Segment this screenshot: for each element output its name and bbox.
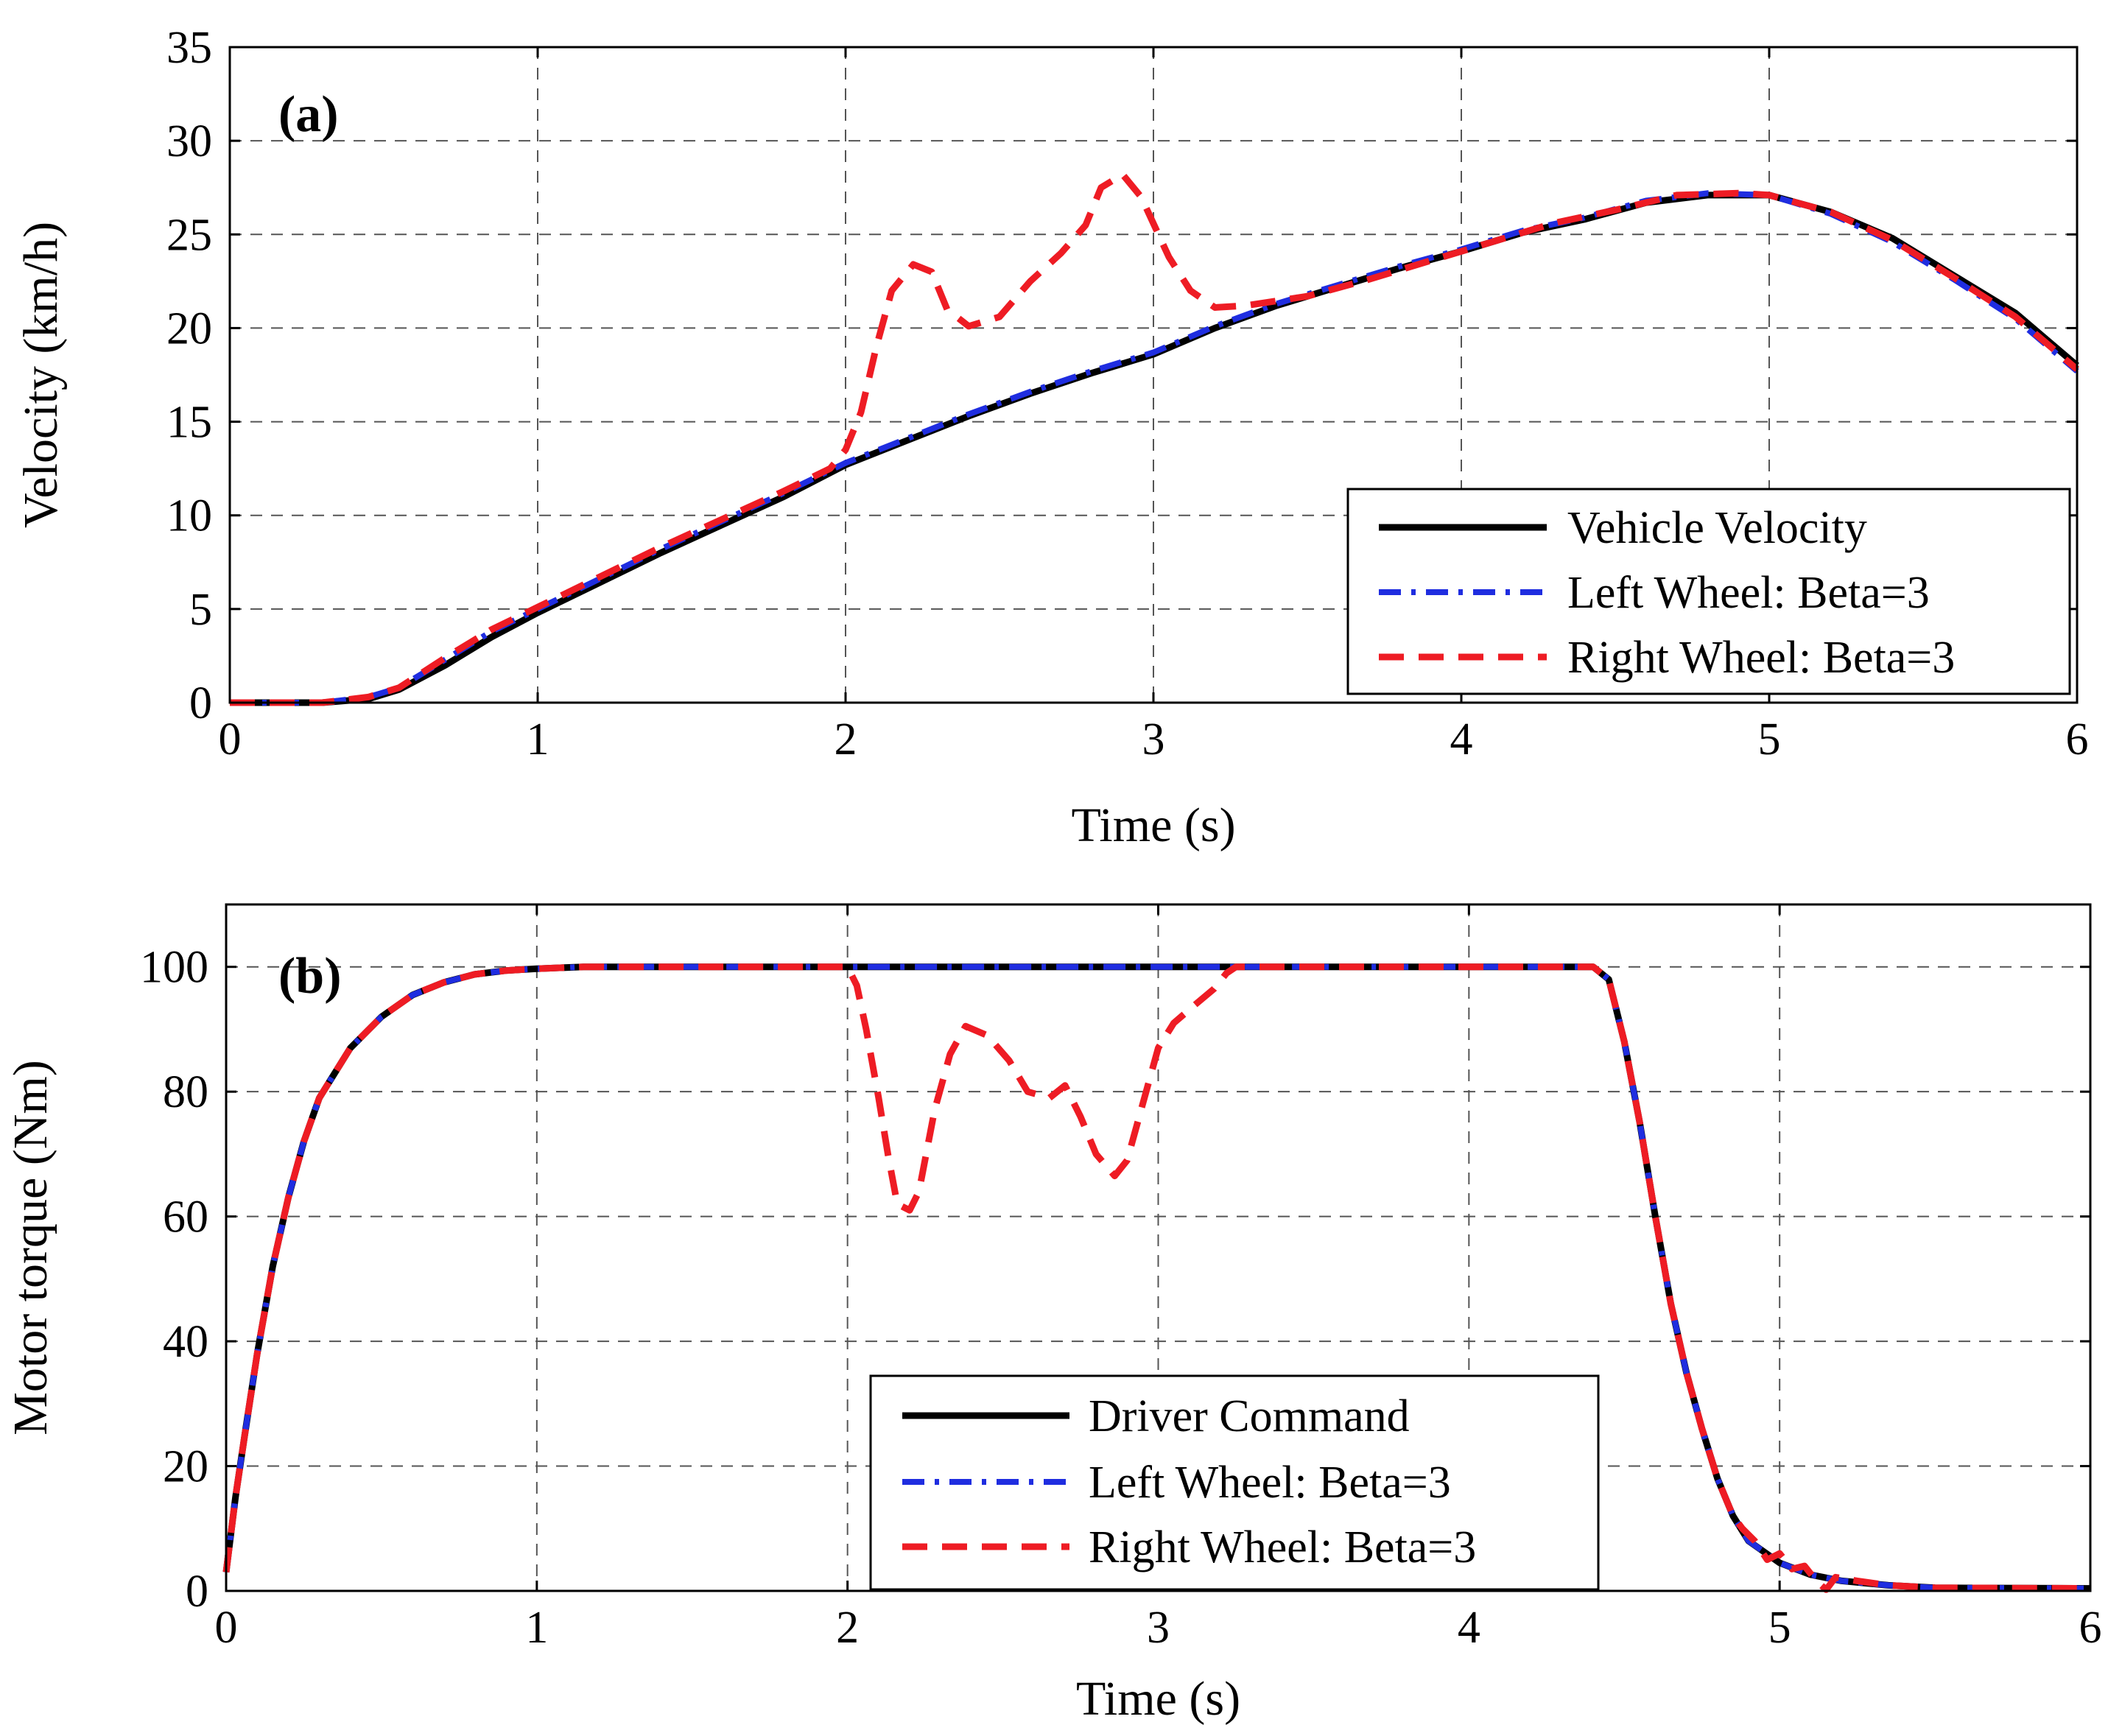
panel-a-legend: Vehicle Velocity Left Wheel: Beta=3 Righ… bbox=[1346, 488, 2071, 695]
panel-b-label: (b) bbox=[278, 948, 342, 1005]
x-tick-label-3: 3 bbox=[1147, 1603, 1170, 1653]
y-tick-label-40: 40 bbox=[163, 1317, 208, 1367]
y-tick-label-20: 20 bbox=[163, 1442, 208, 1492]
panel-a-y-axis-label: Velocity (km/h) bbox=[14, 222, 68, 528]
panel-b-x-axis-label: Time (s) bbox=[1076, 1672, 1240, 1726]
series-line-right-wheel-beta-3 bbox=[222, 963, 2091, 1593]
y-tick-label-0: 0 bbox=[186, 1567, 208, 1617]
x-tick-label-1: 1 bbox=[525, 1603, 548, 1653]
panel-b-legend-text-driver-command: Driver Command bbox=[1089, 1391, 1410, 1441]
x-tick-label-6: 6 bbox=[2066, 714, 2089, 765]
x-tick-label-0: 0 bbox=[215, 1603, 238, 1653]
x-tick-label-0: 0 bbox=[219, 714, 242, 765]
x-tick-label-4: 4 bbox=[1450, 714, 1473, 765]
x-tick-label-2: 2 bbox=[836, 1603, 859, 1653]
y-tick-label-25: 25 bbox=[166, 210, 212, 260]
panel-b-legend: Driver Command Left Wheel: Beta=3 Right … bbox=[869, 1374, 1600, 1591]
x-tick-label-5: 5 bbox=[1768, 1603, 1791, 1653]
y-tick-label-100: 100 bbox=[140, 943, 208, 993]
x-tick-label-6: 6 bbox=[2079, 1603, 2102, 1653]
y-tick-label-0: 0 bbox=[189, 678, 212, 728]
x-tick-label-4: 4 bbox=[1458, 1603, 1480, 1653]
y-tick-label-5: 5 bbox=[189, 585, 212, 635]
panel-a-x-axis-label: Time (s) bbox=[1071, 798, 1235, 852]
y-tick-label-35: 35 bbox=[166, 23, 212, 73]
panel-a-legend-text-left-wheel: Left Wheel: Beta=3 bbox=[1567, 568, 1930, 618]
y-tick-label-15: 15 bbox=[166, 398, 212, 448]
panel-b-legend-box bbox=[869, 1374, 1600, 1591]
panel-a-legend-text-right-wheel: Right Wheel: Beta=3 bbox=[1567, 633, 1955, 683]
panel-a-series bbox=[230, 171, 2079, 706]
panel-a-label: (a) bbox=[278, 86, 339, 143]
panel-a-ticks: 0 1 2 3 4 5 6 0 5 10 15 20 25 30 35 bbox=[166, 23, 2089, 765]
panel-a-velocity-chart: 0 1 2 3 4 5 6 0 5 10 15 20 25 30 35 (a) Time (s) Veloc… bbox=[14, 23, 2088, 852]
panel-b-legend-text-left-wheel: Left Wheel: Beta=3 bbox=[1089, 1458, 1451, 1508]
x-tick-label-2: 2 bbox=[835, 714, 857, 765]
y-tick-label-80: 80 bbox=[163, 1067, 208, 1117]
panel-b-grid bbox=[226, 904, 2090, 1591]
panel-b-y-axis-label: Motor torque (Nm) bbox=[4, 1060, 57, 1435]
y-tick-label-20: 20 bbox=[166, 303, 212, 354]
panel-b-series bbox=[222, 963, 2091, 1593]
y-tick-label-30: 30 bbox=[166, 116, 212, 166]
y-tick-label-10: 10 bbox=[166, 491, 212, 541]
panel-a-legend-text-vehicle-velocity: Vehicle Velocity bbox=[1567, 503, 1867, 553]
panel-b-legend-text-right-wheel: Right Wheel: Beta=3 bbox=[1089, 1522, 1476, 1572]
x-tick-label-3: 3 bbox=[1142, 714, 1165, 765]
x-tick-label-5: 5 bbox=[1758, 714, 1781, 765]
x-tick-label-1: 1 bbox=[527, 714, 549, 765]
series-line-right-wheel-beta-3 bbox=[230, 171, 2079, 706]
y-tick-label-60: 60 bbox=[163, 1192, 208, 1243]
